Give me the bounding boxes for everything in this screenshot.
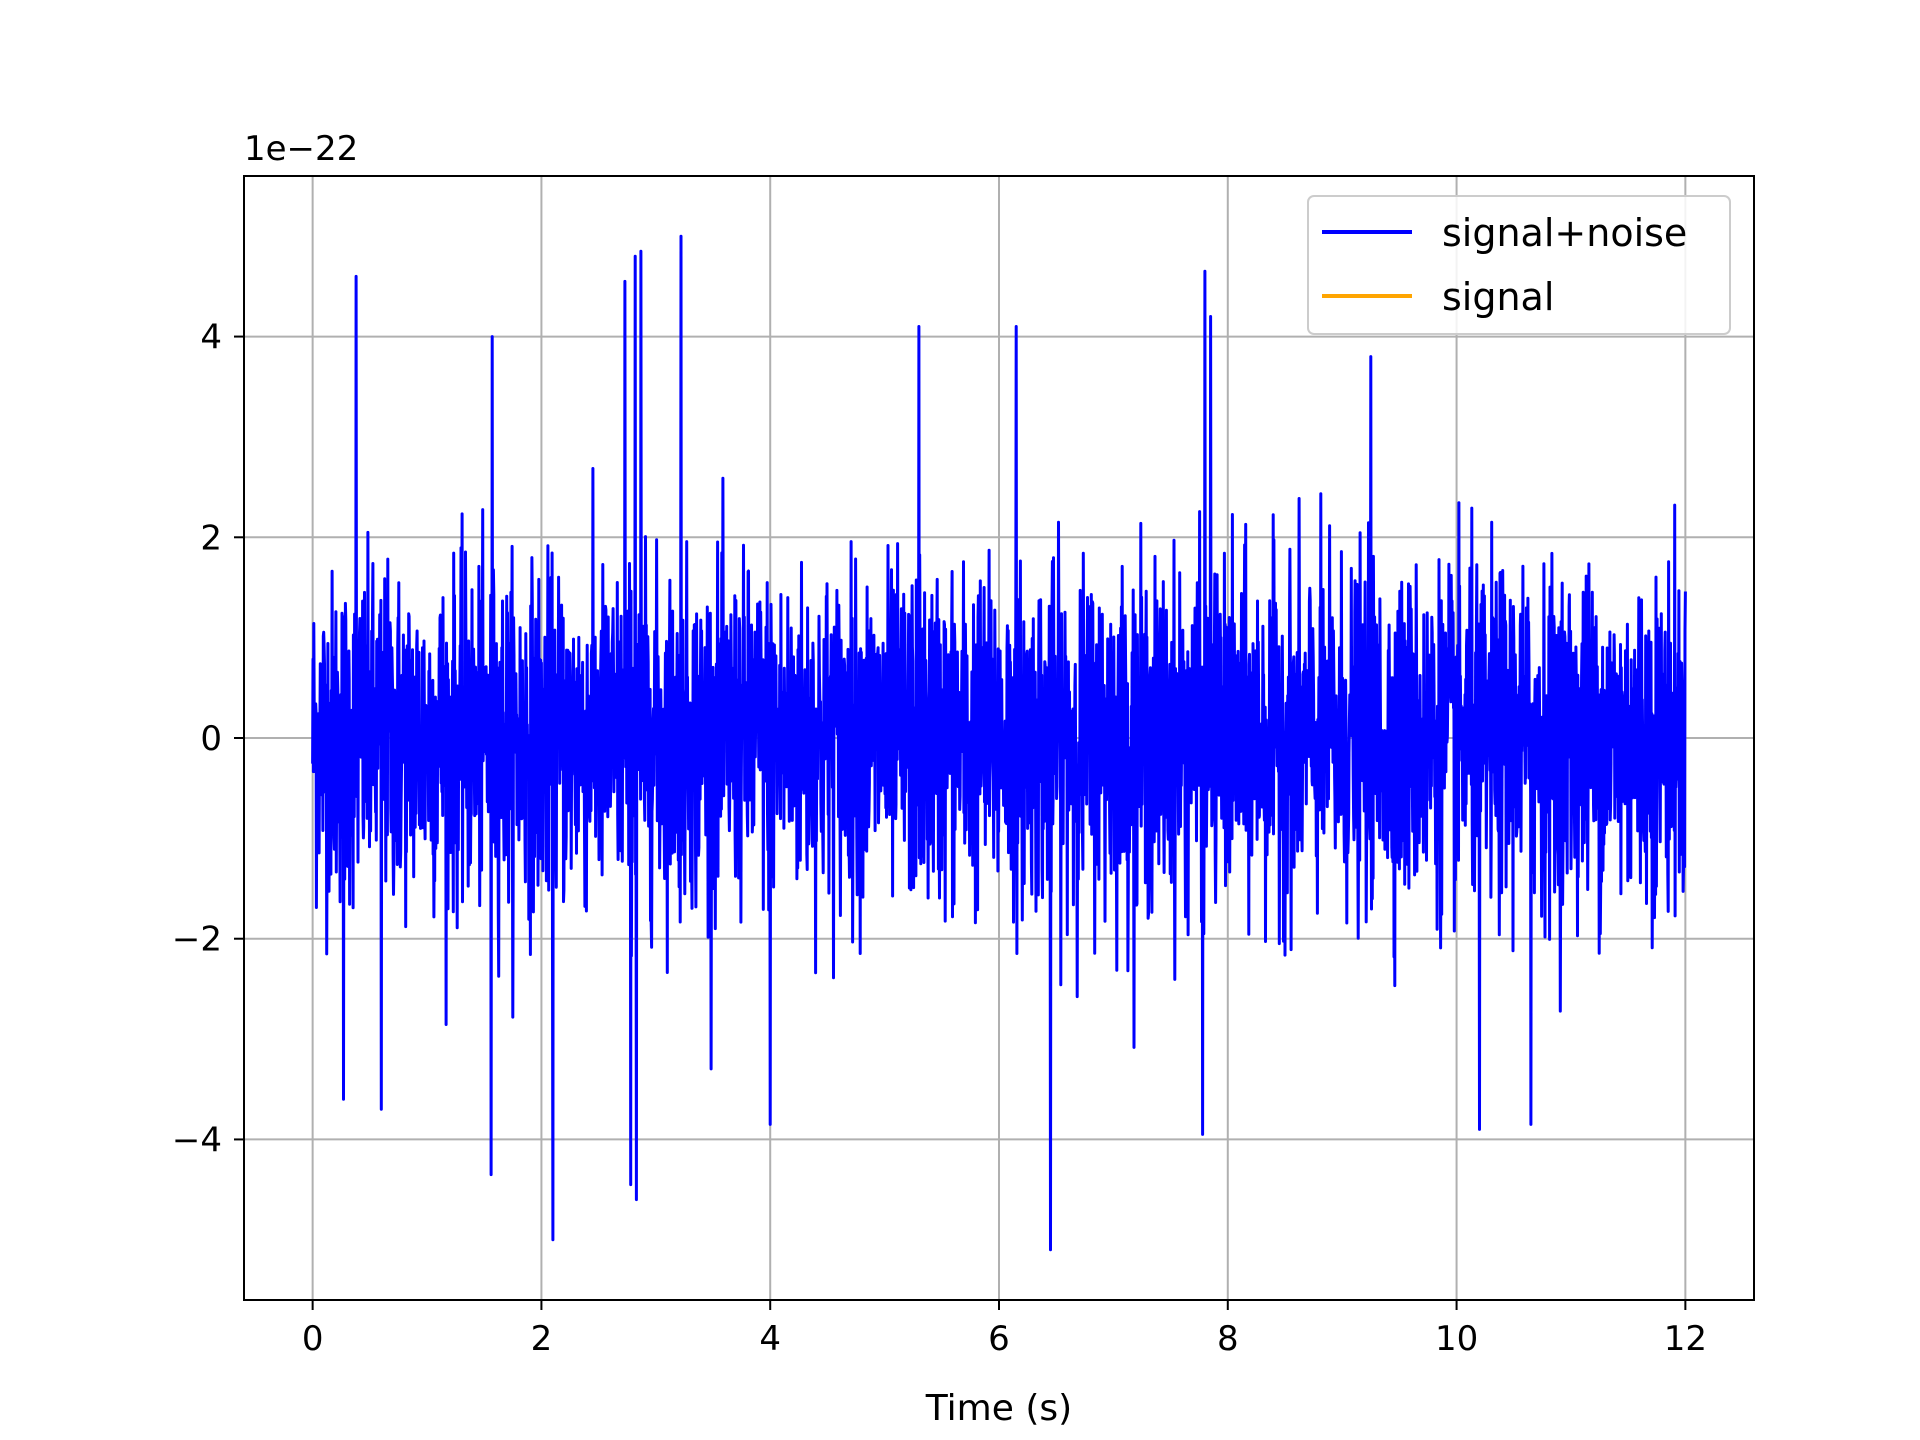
legend-box [1307,195,1731,335]
x-tick-label: 0 [302,1319,324,1359]
y-offset-label: 1e−22 [244,129,358,169]
y-tick-label: −4 [172,1120,222,1160]
y-tick-label: 4 [200,318,222,358]
legend-label-signal-noise: signal+noise [1442,211,1687,255]
series-layer [311,234,1687,1252]
x-axis-label: Time (s) [925,1388,1072,1429]
x-axis: 0 2 4 6 8 10 12 [302,1300,1707,1359]
y-tick-label: 0 [200,719,222,759]
x-tick-label: 4 [759,1319,781,1359]
legend-label-signal: signal [1442,275,1554,319]
x-tick-label: 8 [1217,1319,1239,1359]
legend: signal+noise signal [1307,195,1731,335]
y-tick-label: 2 [200,518,222,558]
y-axis: −4 −2 0 2 4 [172,318,244,1160]
x-tick-label: 10 [1435,1319,1478,1359]
x-tick-label: 2 [531,1319,553,1359]
x-tick-label: 12 [1664,1319,1707,1359]
y-tick-label: −2 [172,920,222,960]
series-line-signal-noise [311,234,1687,1252]
x-tick-label: 6 [988,1319,1010,1359]
